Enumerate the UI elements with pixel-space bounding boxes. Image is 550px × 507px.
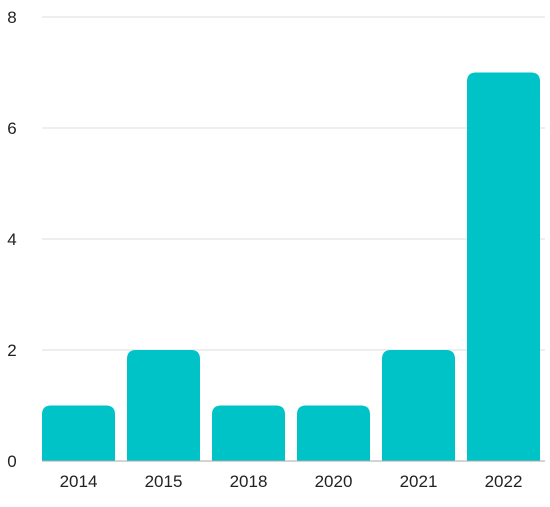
x-tick-label: 2014	[60, 472, 98, 491]
x-tick-label: 2021	[400, 472, 438, 491]
y-tick-label: 2	[7, 341, 16, 360]
x-tick-label: 2015	[145, 472, 183, 491]
bar-2018	[212, 405, 285, 461]
bar-2020	[297, 405, 370, 461]
y-axis-ticks: 0 2 4 6 8	[7, 8, 16, 471]
y-tick-label: 8	[7, 8, 16, 27]
x-tick-label: 2022	[485, 472, 523, 491]
bar-2015	[127, 350, 200, 461]
x-tick-label: 2020	[315, 472, 353, 491]
bar-2021	[382, 350, 455, 461]
bar-2022	[467, 72, 540, 461]
bars	[42, 72, 540, 461]
x-tick-label: 2018	[230, 472, 268, 491]
y-tick-label: 6	[7, 119, 16, 138]
y-tick-label: 0	[7, 452, 16, 471]
bar-2014	[42, 405, 115, 461]
y-tick-label: 4	[7, 230, 16, 249]
x-axis-ticks: 2014 2015 2018 2020 2021 2022	[60, 472, 523, 491]
gridlines	[42, 16, 545, 351]
